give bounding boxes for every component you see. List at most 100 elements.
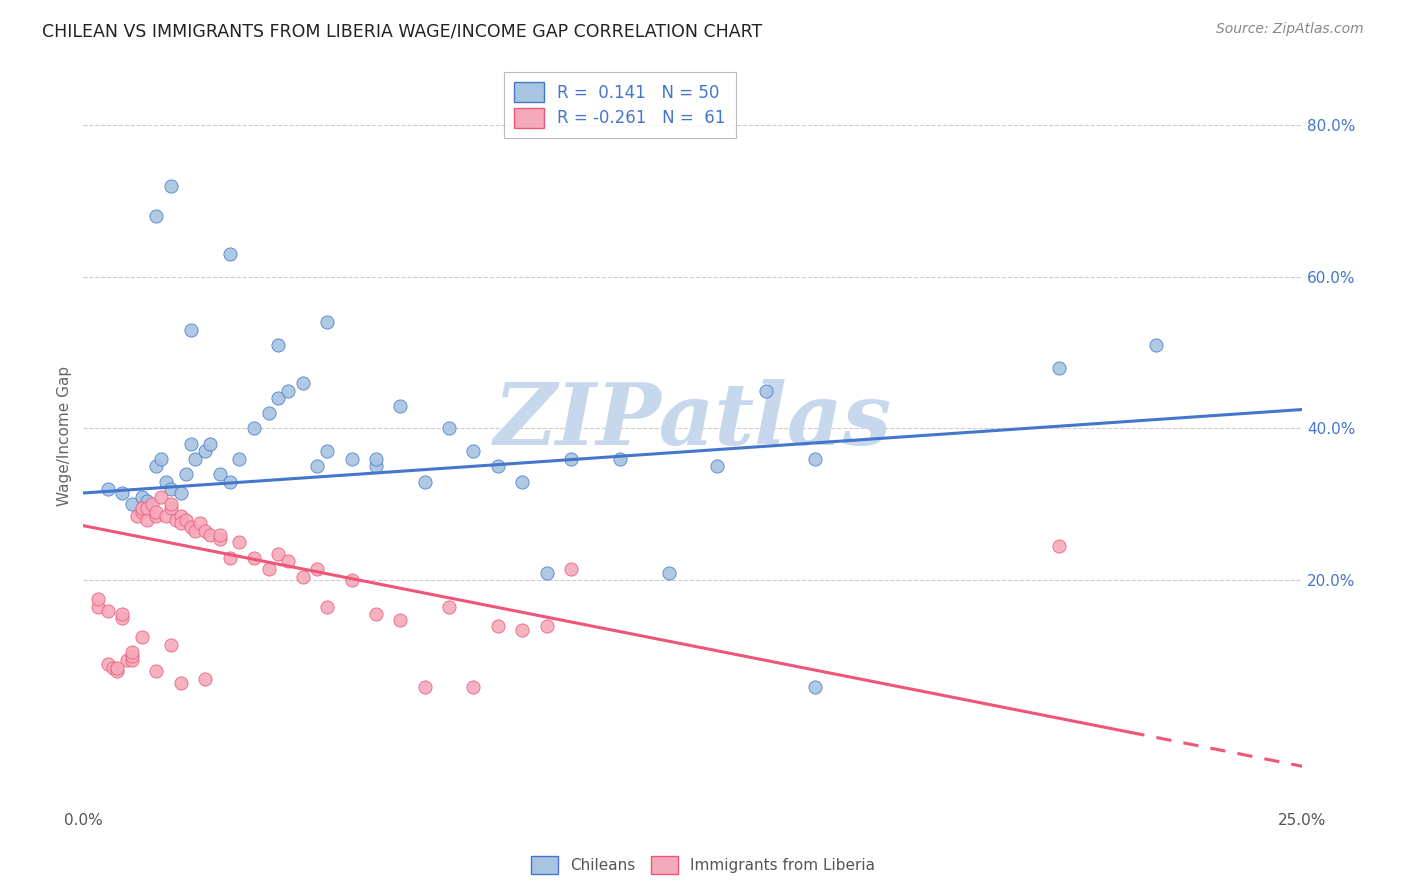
Point	[165, 512, 187, 526]
Point	[1047, 360, 1070, 375]
Point	[160, 178, 183, 193]
Point	[97, 604, 120, 618]
Point	[150, 451, 173, 466]
Point	[121, 653, 143, 667]
Point	[510, 475, 533, 489]
Point	[111, 607, 134, 622]
Point	[218, 247, 240, 261]
Point	[194, 524, 217, 538]
Y-axis label: Wage/Income Gap: Wage/Income Gap	[58, 366, 72, 506]
Point	[257, 406, 280, 420]
Point	[194, 444, 217, 458]
Point	[208, 532, 231, 546]
Point	[97, 657, 120, 671]
Point	[218, 475, 240, 489]
Point	[188, 516, 211, 531]
Point	[135, 501, 157, 516]
Point	[131, 501, 153, 516]
Point	[145, 505, 167, 519]
Point	[536, 619, 558, 633]
Point	[228, 451, 250, 466]
Point	[277, 384, 299, 398]
Point	[755, 384, 778, 398]
Point	[184, 451, 207, 466]
Point	[609, 451, 631, 466]
Point	[194, 672, 217, 686]
Point	[101, 660, 124, 674]
Point	[267, 338, 290, 352]
Point	[160, 497, 183, 511]
Point	[257, 562, 280, 576]
Point	[170, 486, 193, 500]
Point	[510, 623, 533, 637]
Point	[340, 451, 363, 466]
Point	[389, 399, 412, 413]
Point	[111, 486, 134, 500]
Point	[228, 535, 250, 549]
Point	[307, 459, 329, 474]
Point	[145, 459, 167, 474]
Point	[198, 436, 221, 450]
Point	[291, 569, 314, 583]
Point	[97, 482, 120, 496]
Point	[413, 475, 436, 489]
Point	[131, 490, 153, 504]
Point	[486, 619, 509, 633]
Point	[155, 508, 177, 523]
Point	[364, 607, 387, 622]
Point	[170, 508, 193, 523]
Point	[243, 550, 266, 565]
Point	[307, 562, 329, 576]
Point	[180, 436, 202, 450]
Point	[804, 451, 827, 466]
Point	[413, 680, 436, 694]
Point	[145, 665, 167, 679]
Text: CHILEAN VS IMMIGRANTS FROM LIBERIA WAGE/INCOME GAP CORRELATION CHART: CHILEAN VS IMMIGRANTS FROM LIBERIA WAGE/…	[42, 22, 762, 40]
Point	[180, 323, 202, 337]
Point	[208, 528, 231, 542]
Point	[267, 391, 290, 405]
Point	[121, 649, 143, 664]
Point	[160, 482, 183, 496]
Point	[121, 645, 143, 659]
Point	[170, 516, 193, 531]
Point	[160, 501, 183, 516]
Point	[131, 630, 153, 644]
Point	[155, 475, 177, 489]
Point	[121, 497, 143, 511]
Point	[463, 680, 485, 694]
Point	[316, 315, 339, 329]
Point	[560, 562, 582, 576]
Point	[87, 592, 110, 607]
Point	[87, 599, 110, 614]
Text: ZIPatlas: ZIPatlas	[494, 379, 891, 463]
Point	[486, 459, 509, 474]
Point	[135, 512, 157, 526]
Point	[131, 505, 153, 519]
Point	[135, 493, 157, 508]
Point	[463, 444, 485, 458]
Point	[174, 467, 197, 481]
Point	[1144, 338, 1167, 352]
Point	[218, 550, 240, 565]
Point	[174, 512, 197, 526]
Point	[267, 547, 290, 561]
Legend: Chileans, Immigrants from Liberia: Chileans, Immigrants from Liberia	[524, 850, 882, 880]
Point	[389, 613, 412, 627]
Point	[536, 566, 558, 580]
Point	[107, 665, 129, 679]
Point	[364, 459, 387, 474]
Point	[115, 653, 138, 667]
Point	[160, 638, 183, 652]
Point	[437, 599, 460, 614]
Point	[198, 528, 221, 542]
Text: Source: ZipAtlas.com: Source: ZipAtlas.com	[1216, 22, 1364, 37]
Point	[180, 520, 202, 534]
Point	[125, 508, 148, 523]
Point	[111, 611, 134, 625]
Point	[145, 508, 167, 523]
Point	[150, 490, 173, 504]
Point	[1047, 539, 1070, 553]
Point	[657, 566, 679, 580]
Point	[277, 554, 299, 568]
